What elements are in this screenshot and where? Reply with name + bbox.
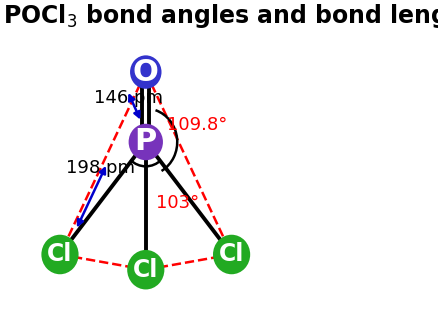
Text: O: O xyxy=(133,58,159,86)
Circle shape xyxy=(41,235,78,274)
Text: 146 pm: 146 pm xyxy=(94,89,163,107)
Text: Cl: Cl xyxy=(47,242,73,266)
Text: Cl: Cl xyxy=(133,258,158,282)
Text: P: P xyxy=(134,128,156,157)
Circle shape xyxy=(127,250,164,290)
Text: 109.8°: 109.8° xyxy=(167,116,227,134)
Circle shape xyxy=(130,55,161,89)
Circle shape xyxy=(128,124,162,160)
Text: 103°: 103° xyxy=(155,194,198,212)
Text: Cl: Cl xyxy=(219,242,244,266)
Text: POCl$_3$ bond angles and bond lengths: POCl$_3$ bond angles and bond lengths xyxy=(3,2,438,30)
Circle shape xyxy=(212,235,250,274)
Text: 198 pm: 198 pm xyxy=(66,159,134,177)
